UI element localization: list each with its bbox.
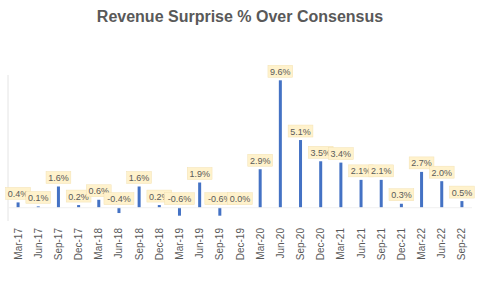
- x-tick-label: Sep-21: [376, 228, 387, 261]
- x-tick-label: Mar-19: [174, 228, 185, 260]
- data-label: 5.1%: [290, 127, 311, 137]
- data-label-box: [328, 148, 353, 160]
- data-label: -0.4%: [107, 194, 131, 204]
- data-label-box: [268, 65, 293, 77]
- bar: [420, 172, 423, 208]
- data-label: 0.1%: [28, 193, 49, 203]
- data-label: 0.2%: [68, 192, 89, 202]
- chart-title: Revenue Surprise % Over Consensus: [97, 8, 383, 25]
- bar: [97, 200, 100, 208]
- bar: [400, 204, 403, 208]
- bar: [117, 208, 120, 213]
- bar: [279, 80, 282, 207]
- x-tick-label: Mar-17: [13, 228, 24, 260]
- data-label: 0.4%: [8, 189, 29, 199]
- data-label: 1.6%: [129, 173, 150, 183]
- data-label: 0.3%: [391, 190, 412, 200]
- x-tick-label: Jun-18: [113, 228, 124, 259]
- data-label-box: [228, 193, 253, 205]
- data-label: 2.1%: [351, 166, 372, 176]
- x-tick-label: Dec-18: [154, 228, 165, 261]
- bar: [178, 208, 181, 216]
- bar: [259, 169, 262, 207]
- data-label: 1.9%: [189, 169, 210, 179]
- bar: [138, 186, 141, 207]
- chart-container: Revenue Surprise % Over Consensus 0.4%0.1…: [0, 0, 480, 289]
- data-label: 0.0%: [230, 194, 251, 204]
- bar: [380, 180, 383, 208]
- x-tick-label: Jun-17: [33, 228, 44, 259]
- data-label: 2.9%: [250, 156, 271, 166]
- data-label: 3.5%: [310, 148, 331, 158]
- data-label: -0.6%: [168, 194, 192, 204]
- x-tick-label: Mar-21: [335, 228, 346, 260]
- x-tick-label: Mar-20: [255, 228, 266, 260]
- x-axis-line: [8, 207, 472, 208]
- data-label-box: [164, 193, 194, 205]
- data-label: 3.4%: [331, 149, 352, 159]
- x-tick-label: Sep-19: [214, 228, 225, 261]
- data-label: 2.1%: [371, 166, 392, 176]
- bar: [198, 183, 201, 208]
- x-tick-label: Mar-18: [93, 228, 104, 260]
- x-tick-label: Mar-22: [416, 228, 427, 260]
- bar: [319, 161, 322, 207]
- data-label-box: [187, 168, 212, 180]
- data-label-box: [429, 166, 454, 178]
- bar: [299, 140, 302, 208]
- data-label-box: [127, 171, 152, 183]
- x-tick-labels: Mar-17 Jun-17 Sep-17 Dec-17 Mar-18 Jun-18 Sep-…: [13, 228, 468, 261]
- x-tick-label: Jun-21: [356, 228, 367, 259]
- bar: [57, 186, 60, 207]
- data-label-box: [26, 191, 51, 203]
- bars: [17, 80, 464, 215]
- data-label-box: [369, 165, 394, 177]
- data-label-box: [288, 125, 313, 137]
- data-label-box: [248, 154, 273, 166]
- x-tick-label: Jun-19: [194, 228, 205, 259]
- data-label-box: [104, 193, 134, 205]
- x-tick-label: Sep-20: [295, 228, 306, 261]
- x-tick-label: Jun-22: [436, 228, 447, 259]
- data-label: 1.6%: [48, 173, 69, 183]
- data-label-box: [389, 189, 414, 201]
- x-tick-label: Jun-20: [275, 228, 286, 259]
- x-tick-label: Sep-18: [134, 228, 145, 261]
- data-label: 0.5%: [452, 188, 473, 198]
- bar: [17, 202, 20, 207]
- bar: [218, 208, 221, 216]
- x-tick-label: Dec-19: [235, 228, 246, 261]
- chart: Revenue Surprise % Over Consensus 0.4%0.1…: [0, 0, 480, 289]
- x-tick-label: Dec-17: [73, 228, 84, 261]
- data-label-box: [46, 171, 71, 183]
- data-label: 9.6%: [270, 67, 291, 77]
- data-label: 2.7%: [411, 158, 432, 168]
- x-tick-label: Sep-17: [53, 228, 64, 261]
- x-tick-label: Sep-22: [456, 228, 467, 261]
- bar: [360, 180, 363, 208]
- bar: [339, 163, 342, 208]
- bar: [440, 181, 443, 208]
- data-labels: 0.4%0.1%1.6%0.2%0.6%-0.4%1.6%0.2%-0.6%1.…: [6, 65, 475, 204]
- x-tick-label: Dec-21: [396, 228, 407, 261]
- bar: [460, 201, 463, 208]
- data-label-box: [450, 186, 475, 198]
- x-tick-label: Dec-20: [315, 228, 326, 261]
- data-label: 2.0%: [431, 168, 452, 178]
